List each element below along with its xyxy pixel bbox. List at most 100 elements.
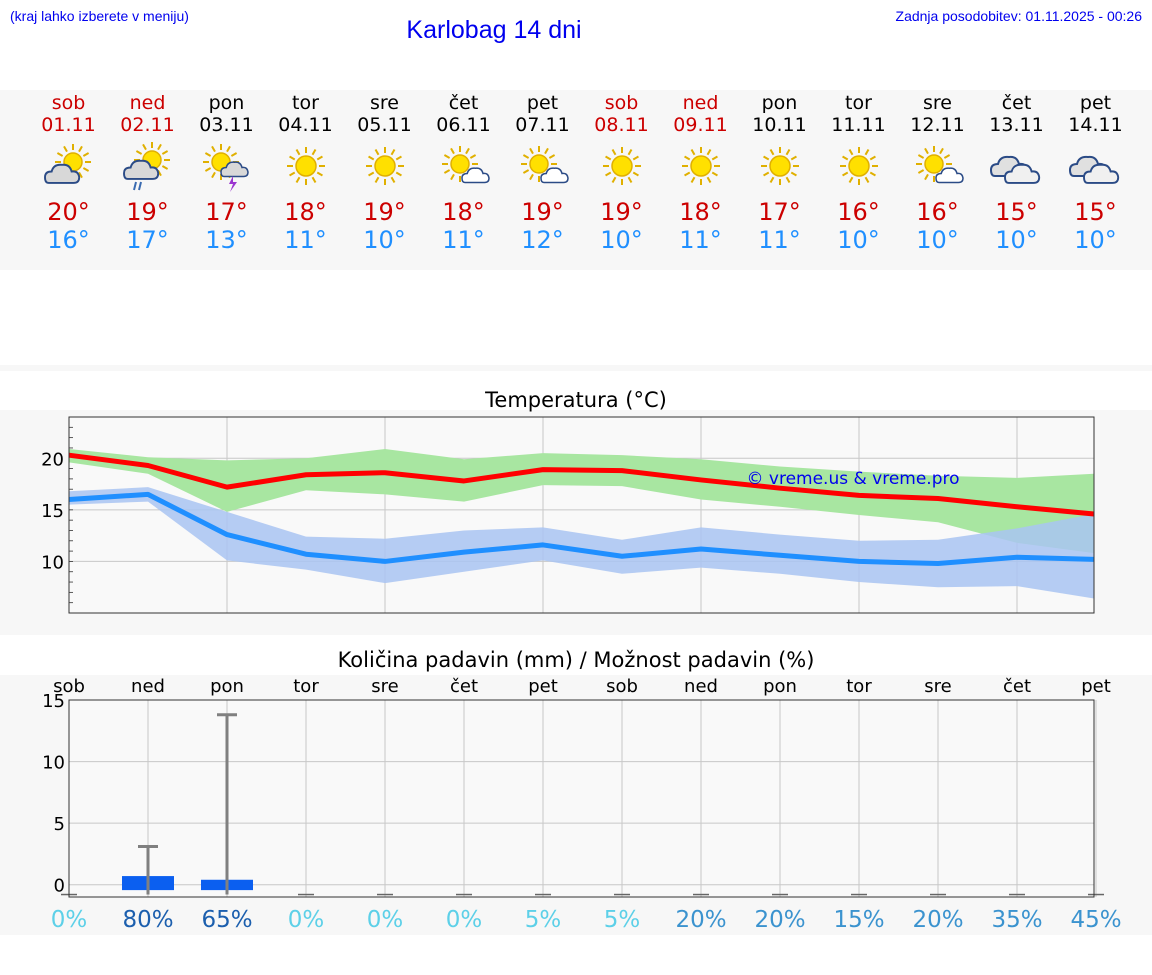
sun-icon: [345, 142, 424, 192]
day-name: sob: [604, 92, 639, 114]
min-temp-line: [68, 491, 1095, 566]
temperature-chart-title: Temperatura (°C): [485, 388, 667, 412]
max-temp-line: [68, 452, 1095, 517]
day-name: čet: [1001, 92, 1032, 114]
precip-probability: 0%: [446, 907, 483, 933]
day-name: pon: [208, 92, 245, 114]
sun-cloud-thunder-icon: [187, 142, 266, 192]
day-name: tor: [845, 92, 872, 114]
last-updated: Zadnja posodobitev: 01.11.2025 - 00:26: [895, 8, 1142, 24]
precip-probability: 65%: [201, 907, 252, 933]
day-column: sob 08.11 19° 10°: [582, 92, 661, 254]
day-date: 03.11: [199, 114, 254, 136]
x-day-label: sre: [924, 676, 951, 697]
precip-probability: 0%: [367, 907, 404, 933]
day-date: 05.11: [357, 114, 412, 136]
blank-band: [0, 365, 1152, 371]
temperature-chart: 10 15 20 © vreme.us & vreme.pro: [41, 416, 1095, 614]
day-column: tor 04.11 18° 11°: [266, 92, 345, 254]
max-temp: 16°: [837, 198, 880, 226]
sun-cloud-rain-icon: [108, 142, 187, 192]
day-column: sre 12.11 16° 10°: [898, 92, 977, 254]
day-column: pon 03.11 17° 13°: [187, 92, 266, 254]
min-temp: 16°: [47, 226, 90, 254]
day-name: pet: [526, 92, 559, 114]
x-day-label: tor: [846, 676, 872, 697]
watermark: © vreme.us & vreme.pro: [746, 469, 959, 489]
min-temp: 17°: [126, 226, 169, 254]
min-temp: 11°: [284, 226, 327, 254]
sun-small-cloud-icon: [424, 142, 503, 192]
precip-probability: 20%: [754, 907, 805, 933]
day-date: 12.11: [910, 114, 965, 136]
sun-small-cloud-icon: [898, 142, 977, 192]
precip-chart-title: Količina padavin (mm) / Možnost padavin …: [337, 648, 815, 672]
x-day-label: sob: [53, 676, 85, 697]
max-temp: 19°: [126, 198, 169, 226]
day-column: čet 06.11 18° 11°: [424, 92, 503, 254]
y-tick-label: 0: [54, 876, 65, 897]
max-temp: 16°: [916, 198, 959, 226]
day-name: sre: [923, 92, 952, 114]
max-temp: 17°: [205, 198, 248, 226]
day-column: ned 09.11 18° 11°: [661, 92, 740, 254]
x-day-label: pet: [528, 676, 558, 697]
y-tick-label: 20: [41, 449, 64, 470]
min-temp: 12°: [521, 226, 564, 254]
day-name: tor: [292, 92, 319, 114]
x-day-label: pon: [763, 676, 797, 697]
min-temp: 11°: [679, 226, 722, 254]
x-day-label: čet: [450, 676, 478, 697]
day-column: sob 01.11 20° 16°: [29, 92, 108, 254]
cloud-icon: [977, 142, 1056, 192]
sun-icon: [661, 142, 740, 192]
min-temp: 10°: [995, 226, 1038, 254]
min-temp: 10°: [363, 226, 406, 254]
precip-probability: 5%: [525, 907, 562, 933]
max-temp: 17°: [758, 198, 801, 226]
sun-cloud-icon: [29, 142, 108, 192]
max-temp: 15°: [1074, 198, 1117, 226]
day-column: tor 11.11 16° 10°: [819, 92, 898, 254]
sun-icon: [740, 142, 819, 192]
precip-probability: 35%: [991, 907, 1042, 933]
max-temp: 19°: [521, 198, 564, 226]
y-tick-label: 15: [42, 691, 65, 712]
y-tick-label: 15: [41, 501, 64, 522]
x-day-label: čet: [1003, 676, 1031, 697]
y-tick-label: 10: [42, 753, 65, 774]
min-temp-range-band: [69, 487, 1094, 599]
max-temp: 18°: [679, 198, 722, 226]
day-name: ned: [129, 92, 166, 114]
sun-icon: [819, 142, 898, 192]
max-temp: 19°: [600, 198, 643, 226]
sun-icon: [582, 142, 661, 192]
day-date: 04.11: [278, 114, 333, 136]
max-temp: 18°: [284, 198, 327, 226]
precip-probability: 20%: [675, 907, 726, 933]
day-name: pon: [761, 92, 798, 114]
x-day-label: ned: [131, 676, 165, 697]
min-temp: 10°: [600, 226, 643, 254]
cloud-icon: [1056, 142, 1135, 192]
day-date: 06.11: [436, 114, 491, 136]
min-temp: 11°: [758, 226, 801, 254]
y-tick-label: 5: [54, 814, 65, 835]
day-column: čet 13.11 15° 10°: [977, 92, 1056, 254]
max-temp: 20°: [47, 198, 90, 226]
min-temp: 10°: [837, 226, 880, 254]
y-tick-label: 10: [41, 552, 64, 573]
precip-probability: 0%: [288, 907, 325, 933]
x-day-label: pet: [1081, 676, 1111, 697]
day-date: 09.11: [673, 114, 728, 136]
day-column: pet 14.11 15° 10°: [1056, 92, 1135, 254]
x-day-label: ned: [684, 676, 718, 697]
day-column: ned 02.11 19° 17°: [108, 92, 187, 254]
sun-small-cloud-icon: [503, 142, 582, 192]
x-day-label: pon: [210, 676, 244, 697]
day-name: čet: [448, 92, 479, 114]
menu-hint: (kraj lahko izberete v meniju): [10, 8, 189, 24]
forecast-days: sob 01.11 20° 16° ned 02.11 19° 17° pon 03.11 1…: [0, 92, 1152, 270]
day-column: pet 07.11 19° 12°: [503, 92, 582, 254]
